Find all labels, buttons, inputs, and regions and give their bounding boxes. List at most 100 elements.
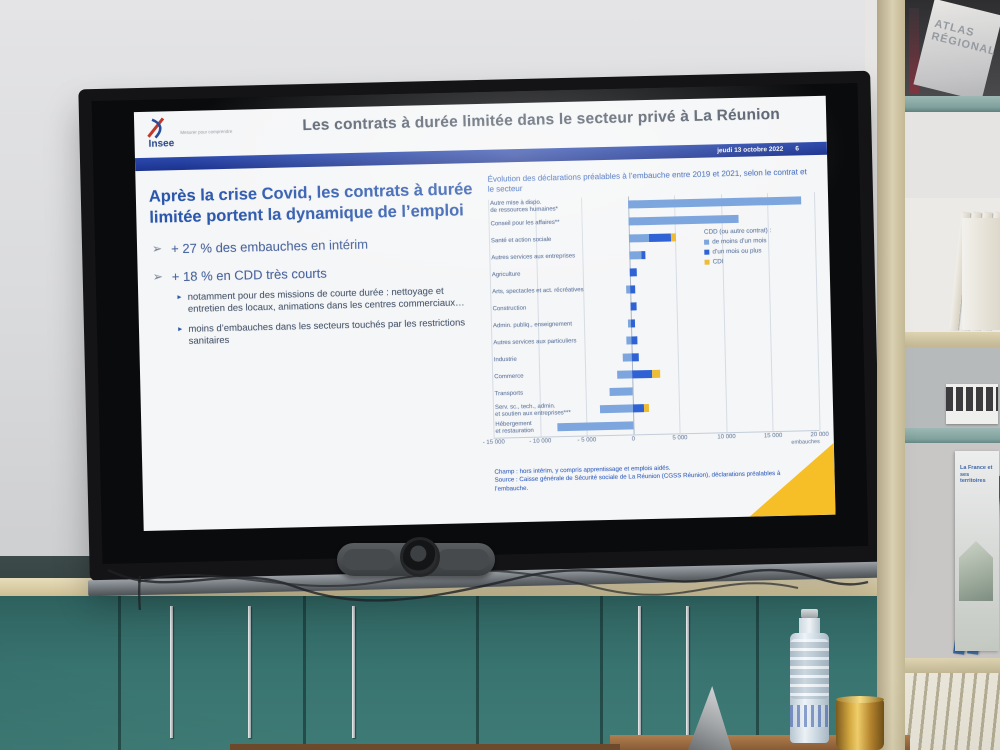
legend-label: d’un mois ou plus [712, 247, 762, 256]
slide-title: Les contrats à durée limitée dans le sec… [302, 105, 781, 135]
chart-category-label: Autres services aux entreprises [491, 253, 576, 262]
white-box [962, 218, 1000, 330]
slide-left-column: Après la crise Covid, les contrats à dur… [135, 163, 495, 503]
sub-bullet-item: ► moins d’embauches dans les secteurs to… [177, 317, 481, 348]
chart-bar-segment [630, 319, 635, 328]
door-seam [600, 596, 603, 750]
chevron-bullet-icon: ➢ [151, 241, 163, 256]
bottle-label [790, 705, 829, 727]
x-tick-label: 10 000 [717, 433, 736, 441]
table-edge-shadow [230, 744, 620, 750]
arrow-bullet-icon: ► [176, 293, 183, 302]
shelf-binders [905, 673, 1000, 750]
legend-item: d’un mois ou plus [704, 246, 814, 256]
door-handle [170, 606, 173, 738]
slide-header: Insee Mesurer pour comprendre Les contra… [134, 96, 827, 158]
chart-bar-segment [649, 233, 671, 243]
presentation-slide: Insee Mesurer pour comprendre Les contra… [133, 95, 836, 531]
featured-book-title: La France et ses territoires [960, 465, 993, 484]
chart-category-label: Santé et action sociale [490, 237, 552, 245]
shelf-board [905, 428, 1000, 444]
chart-bar-segment [628, 215, 739, 226]
chart-legend: CDD (ou autre contrat) : de moins d’un mo… [704, 226, 815, 266]
sub-bullet-text: moins d’embauches dans les secteurs touc… [188, 317, 466, 348]
photo-strip-card [946, 384, 998, 424]
chart-bar-segment [627, 196, 802, 209]
legend-label: CDI [712, 258, 724, 266]
bookshelf: ATLAS RÉGIONAL La France et ses territoi… [865, 0, 1000, 750]
book-spine [909, 8, 919, 94]
camera-lens [400, 537, 440, 577]
chart-bar-segment [609, 387, 633, 397]
arrow-bullet-icon: ► [176, 326, 184, 334]
videoconference-camera-bar [337, 537, 495, 577]
shelf-featured: La France et ses territoires [905, 443, 1000, 658]
chart-bar-segment [652, 370, 660, 379]
door-seam [303, 596, 306, 750]
slide-right-column: Évolution des déclarations préalables à … [483, 155, 835, 495]
chart-bar-segment [630, 302, 637, 311]
chart-bar-segment [630, 336, 638, 345]
door-handle [248, 606, 251, 738]
bullet-item: ➢ + 27 % des embauches en intérim [152, 234, 489, 257]
legend-swatch [704, 259, 710, 265]
chart-bar-segment [643, 404, 649, 413]
insee-logo-text: Insee [148, 138, 175, 150]
insee-logo-icon [147, 117, 165, 139]
x-tick-label: 20 000 [810, 431, 829, 439]
chart-title: Évolution des déclarations préalables à … [487, 167, 807, 195]
sub-bullet-item: ► notamment pour des missions de courte … [176, 285, 480, 316]
slide-heading: Après la crise Covid, les contrats à dur… [148, 180, 473, 227]
chart-bar-segment [629, 285, 636, 294]
insee-logo: Insee Mesurer pour comprendre [144, 114, 265, 155]
bottle-ridges [790, 639, 829, 699]
bullet-item: ➢ + 18 % en CDD très courts [153, 262, 490, 285]
chart-category-label: Transports [494, 390, 524, 398]
chart-bar-segment [631, 370, 653, 379]
brass-cup [836, 696, 884, 750]
chart-category-label: Commerce [494, 373, 524, 381]
insee-tagline: Mesurer pour comprendre [180, 128, 233, 136]
slide-date: jeudi 13 octobre 2022 [717, 145, 784, 155]
table-edge [610, 735, 910, 750]
speaker-grill [343, 549, 395, 570]
chart-category-label: Industrie [493, 357, 517, 364]
x-tick-label: - 5 000 [577, 437, 597, 444]
legend-swatch [704, 239, 710, 245]
featured-book-cover: La France et ses territoires [955, 451, 999, 651]
shelf-board [905, 96, 1000, 112]
legend-swatch [704, 249, 710, 255]
tv: Insee Mesurer pour comprendre Les contra… [78, 70, 885, 597]
x-tick-label: 5 000 [672, 434, 688, 442]
x-tick-label: - 15 000 [482, 439, 505, 446]
book-cover-art [959, 541, 993, 601]
chart-category-label: Autre mise à dispo. de ressources humain… [490, 200, 559, 215]
cabinet-doors [0, 596, 885, 750]
bottle-cap [801, 609, 818, 618]
bookshelf-frame [877, 0, 905, 750]
door-handle [352, 606, 355, 738]
shelf-white-books [905, 198, 1000, 332]
chart-bar-segment [600, 404, 633, 414]
chart-bar-segment [616, 370, 632, 380]
chart-bar-segment [628, 234, 650, 243]
sub-bullet-text: notamment pour des missions de courte du… [187, 285, 465, 315]
water-bottle [786, 609, 833, 743]
speaker-grill [437, 549, 489, 570]
chart-category-label: Construction [492, 305, 527, 313]
chart-bar-segment [632, 404, 644, 413]
chart-bar-segment [641, 251, 646, 260]
chart-category-label: Serv. sc., tech., admin. et soutien aux … [494, 403, 571, 418]
slide-body: Après la crise Covid, les contrats à dur… [135, 155, 835, 503]
bullet-text: + 18 % en CDD très courts [171, 265, 327, 285]
tv-screen: Insee Mesurer pour comprendre Les contra… [91, 83, 869, 564]
chart-category-label: Conseil pour les affaires** [490, 219, 560, 228]
bullet-text: + 27 % des embauches en intérim [170, 236, 369, 257]
legend-item: de moins d’un mois [704, 236, 814, 246]
x-tick-label: - 10 000 [529, 438, 552, 445]
door-handle [638, 606, 641, 738]
chart-bar-segment [629, 268, 638, 277]
slide-page-number: 6 [795, 145, 799, 153]
x-tick-label: 15 000 [763, 432, 783, 440]
